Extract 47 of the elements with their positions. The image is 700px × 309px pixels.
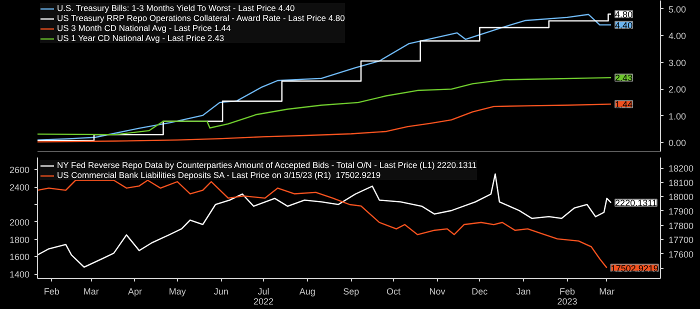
legend-label: US Commercial Bank Liabilities Deposits SA - Last Price on 3/15/23 (R1) 17502.9219 — [57, 170, 381, 180]
y-tick-label: 1800 — [9, 234, 30, 245]
y-tick-label: 2000 — [9, 217, 30, 228]
y-tick-label: 3.00 — [668, 58, 686, 68]
x-tick-label: Sep — [343, 286, 360, 296]
x-tick-label: Feb 2023 — [557, 286, 578, 306]
line-series — [38, 76, 612, 136]
legend-label: U.S. Treasury Bills: 1-3 Months Yield To Worst - Last Price 4.40 — [57, 3, 295, 13]
legend-label: NY Fed Reverse Repo Data by Counterparties Amount of Accepted Bids - Total O/N - Last Price (L1) 2220.1311 — [57, 160, 477, 170]
x-tick-label: Feb — [44, 286, 60, 296]
y2-tick-label: 17600 — [668, 249, 694, 260]
y-tick-label: 0.00 — [668, 138, 686, 148]
data-label: 2220.1311 — [615, 198, 657, 208]
data-label: 4.80 — [615, 10, 633, 20]
x-tick-label: Jan — [516, 286, 531, 296]
y-tick-label: 2600 — [9, 165, 30, 176]
x-tick-label: Jul 2022 — [254, 286, 274, 306]
x-tick-label: Dec — [472, 286, 488, 296]
y-tick-label: 5.00 — [668, 4, 686, 14]
line-series — [38, 103, 612, 143]
x-tick-label: Apr — [128, 286, 142, 296]
y2-tick-label: 18000 — [668, 192, 694, 202]
x-tick-label: Mar — [599, 286, 615, 296]
y-tick-label: 2400 — [9, 182, 30, 193]
y2-tick-label: 17900 — [668, 206, 694, 216]
data-label: 1.44 — [615, 100, 633, 110]
data-label: 2.43 — [615, 73, 633, 84]
data-label: 4.40 — [615, 20, 633, 30]
y2-tick-label: 18100 — [668, 178, 694, 188]
x-tick-label: Jun — [214, 286, 228, 296]
legend-label: US 3 Month CD National Avg - Last Price 1.44 — [57, 23, 231, 33]
data-label: 17502.9219 — [610, 263, 658, 274]
x-tick-label: May — [168, 286, 186, 296]
y-tick-label: 1400 — [9, 270, 30, 280]
legend-label: US 1 Year CD National Avg - Last Price 2.43 — [57, 33, 224, 43]
legend-label: US Treasury RRP Repo Operations Collateral - Award Rate - Last Price 4.80 — [57, 13, 345, 23]
x-tick-label: Oct — [386, 286, 401, 296]
y-tick-label: 1.00 — [668, 111, 686, 122]
y2-tick-label: 18200 — [668, 164, 694, 174]
y2-tick-label: 17700 — [668, 235, 694, 246]
x-tick-label: Aug — [299, 286, 316, 296]
x-tick-label: Nov — [429, 286, 446, 296]
y-tick-label: 4.00 — [668, 31, 686, 42]
x-tick-label: Mar — [83, 286, 99, 296]
y-tick-label: 1600 — [9, 252, 30, 262]
y2-tick-label: 17800 — [668, 220, 694, 231]
y-tick-label: 2.00 — [668, 84, 686, 95]
